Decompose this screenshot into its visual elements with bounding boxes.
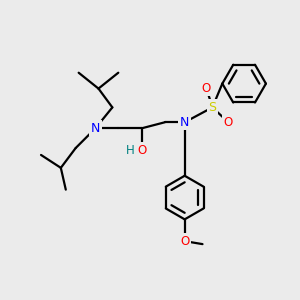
Text: O: O bbox=[224, 116, 233, 129]
Text: O: O bbox=[202, 82, 211, 95]
Text: O: O bbox=[180, 235, 189, 248]
Text: S: S bbox=[208, 101, 216, 114]
Text: N: N bbox=[91, 122, 100, 135]
Text: H: H bbox=[126, 143, 135, 157]
Text: O: O bbox=[137, 143, 147, 157]
Text: N: N bbox=[180, 116, 189, 129]
